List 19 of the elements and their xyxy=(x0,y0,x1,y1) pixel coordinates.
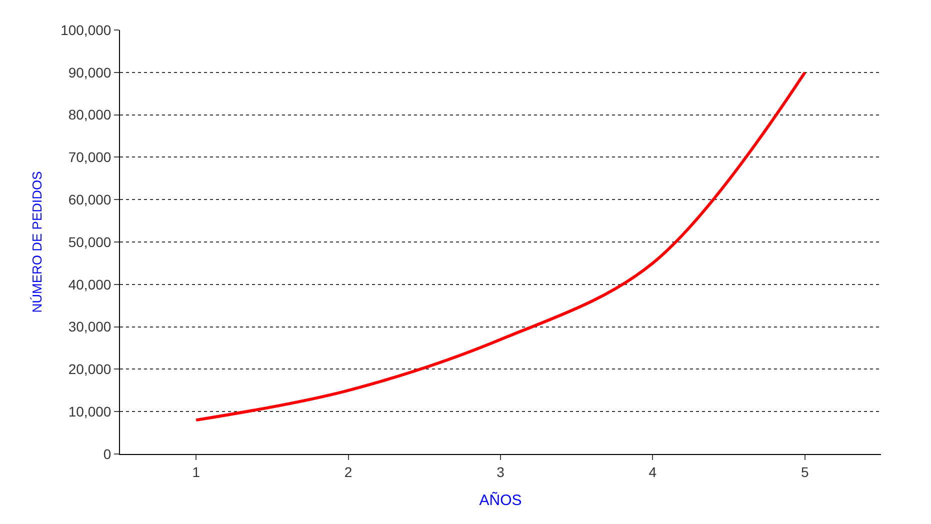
x-tick-label: 5 xyxy=(801,464,809,480)
x-tick-label: 2 xyxy=(344,464,352,480)
x-axis-title: AÑOS xyxy=(479,490,522,509)
y-tick-label: 60,000 xyxy=(68,192,112,208)
y-tick-label: 10,000 xyxy=(68,404,112,420)
y-tick-label: 0 xyxy=(103,446,112,462)
y-tick-label: 80,000 xyxy=(68,106,112,123)
y-tick-label: 20,000 xyxy=(68,361,112,378)
line-series xyxy=(194,70,806,422)
y-tick-label: 100,000 xyxy=(60,22,112,38)
x-tick-label: 1 xyxy=(192,464,200,480)
y-tick-label: 40,000 xyxy=(68,276,112,292)
y-axis-title: NÚMERO DE PEDIDOS xyxy=(30,170,45,313)
y-tick-label: 30,000 xyxy=(68,318,112,335)
y-tick-label: 90,000 xyxy=(68,64,112,80)
y-tick-label: 50,000 xyxy=(68,234,112,250)
x-tick-label: 4 xyxy=(648,464,657,480)
x-tick-label: 3 xyxy=(496,464,505,480)
y-tick-label: 70,000 xyxy=(68,149,112,166)
